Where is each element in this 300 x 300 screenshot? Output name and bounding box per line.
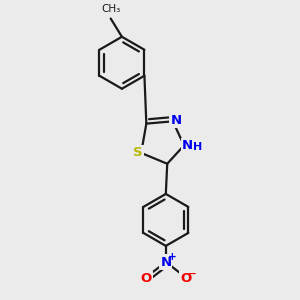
Text: O: O: [180, 272, 191, 285]
Text: S: S: [133, 146, 142, 159]
Text: CH₃: CH₃: [101, 4, 120, 14]
Text: +: +: [168, 252, 176, 262]
Text: H: H: [193, 142, 202, 152]
Text: N: N: [160, 256, 171, 268]
Text: −: −: [188, 268, 196, 278]
Text: O: O: [140, 272, 152, 285]
Text: N: N: [182, 139, 193, 152]
Text: N: N: [170, 114, 182, 127]
